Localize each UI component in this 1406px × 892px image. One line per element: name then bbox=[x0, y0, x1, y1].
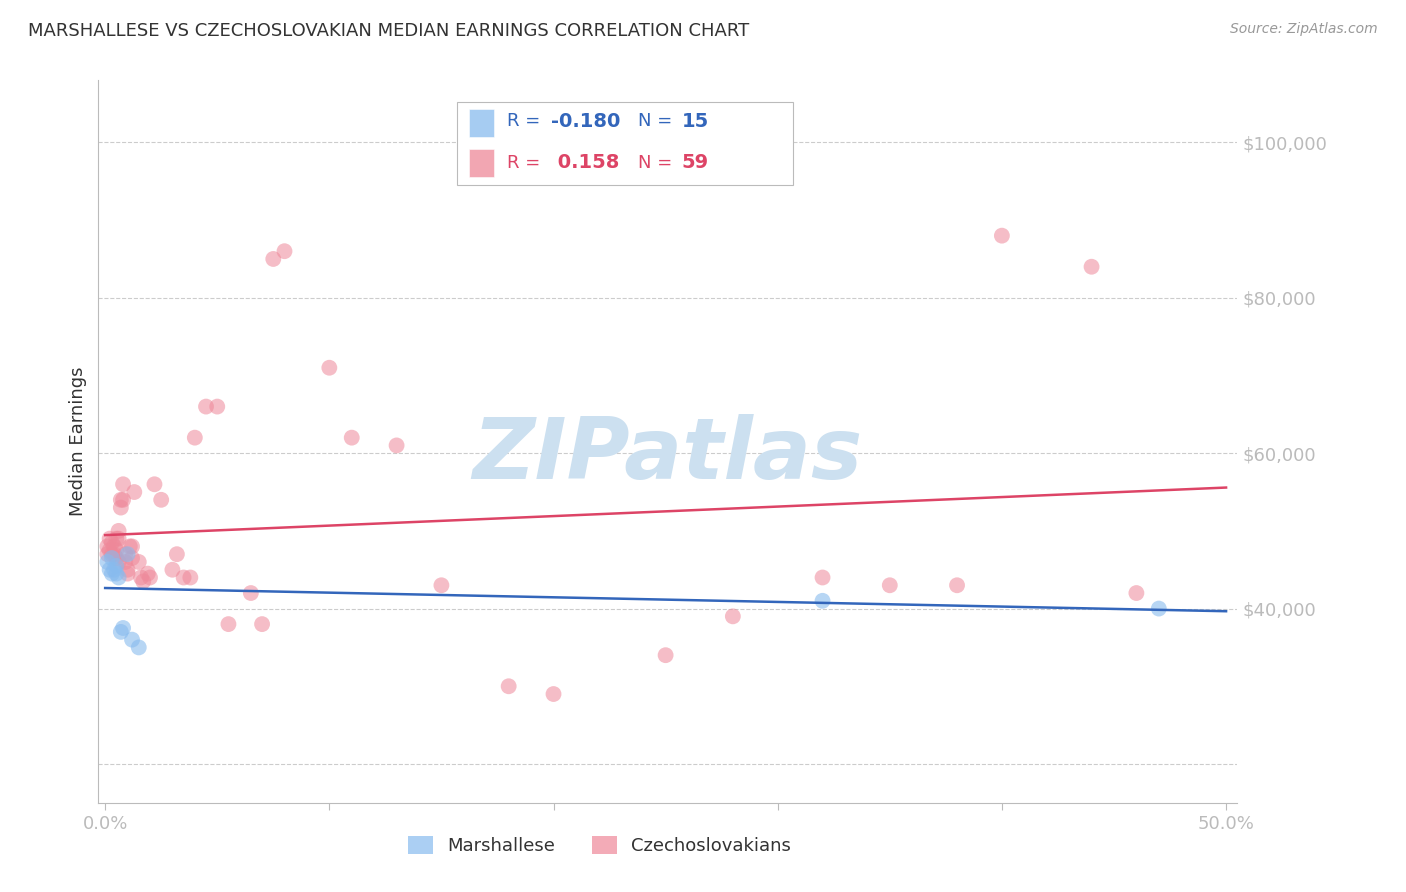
Point bbox=[128, 555, 150, 569]
Point bbox=[98, 532, 121, 546]
Point bbox=[340, 431, 363, 445]
Point bbox=[128, 640, 150, 655]
Point bbox=[1080, 260, 1102, 274]
Point bbox=[318, 360, 340, 375]
FancyBboxPatch shape bbox=[468, 149, 494, 177]
Point bbox=[105, 551, 128, 566]
Text: R =: R = bbox=[508, 112, 547, 130]
Point bbox=[117, 563, 139, 577]
Point bbox=[117, 547, 139, 561]
Point bbox=[207, 400, 229, 414]
Point bbox=[273, 244, 295, 259]
Point bbox=[121, 540, 143, 554]
Point bbox=[107, 570, 129, 584]
Point bbox=[124, 485, 146, 500]
Point bbox=[103, 563, 125, 577]
Point bbox=[105, 543, 128, 558]
Point bbox=[811, 570, 834, 584]
Point bbox=[262, 252, 284, 266]
Point bbox=[103, 547, 125, 561]
Point bbox=[114, 547, 136, 561]
Point bbox=[184, 431, 207, 445]
Text: Source: ZipAtlas.com: Source: ZipAtlas.com bbox=[1230, 22, 1378, 37]
Point bbox=[136, 566, 159, 581]
Point bbox=[1125, 586, 1147, 600]
Point bbox=[114, 555, 136, 569]
Point bbox=[162, 563, 184, 577]
Point bbox=[139, 570, 162, 584]
Point bbox=[166, 547, 188, 561]
Point bbox=[112, 492, 135, 507]
Point bbox=[129, 570, 152, 584]
Point bbox=[103, 540, 125, 554]
Point bbox=[105, 532, 128, 546]
Text: 15: 15 bbox=[682, 112, 709, 130]
Point bbox=[150, 492, 173, 507]
Point bbox=[132, 574, 155, 589]
Point bbox=[543, 687, 565, 701]
FancyBboxPatch shape bbox=[457, 102, 793, 185]
Point bbox=[811, 594, 834, 608]
Point bbox=[96, 555, 118, 569]
Text: R =: R = bbox=[508, 153, 553, 171]
Point bbox=[1147, 601, 1170, 615]
Point bbox=[654, 648, 676, 663]
Point bbox=[112, 477, 135, 491]
Point bbox=[105, 558, 128, 573]
Point bbox=[430, 578, 453, 592]
Point bbox=[385, 438, 408, 452]
Legend: Marshallese, Czechoslovakians: Marshallese, Czechoslovakians bbox=[401, 830, 799, 863]
Text: N =: N = bbox=[638, 153, 678, 171]
Point bbox=[498, 679, 520, 693]
Point bbox=[98, 543, 121, 558]
Point bbox=[217, 617, 239, 632]
Point bbox=[179, 570, 201, 584]
Point bbox=[96, 547, 118, 561]
Text: MARSHALLESE VS CZECHOSLOVAKIAN MEDIAN EARNINGS CORRELATION CHART: MARSHALLESE VS CZECHOSLOVAKIAN MEDIAN EA… bbox=[28, 22, 749, 40]
Point bbox=[239, 586, 262, 600]
Text: N =: N = bbox=[638, 112, 678, 130]
Point bbox=[250, 617, 273, 632]
Text: -0.180: -0.180 bbox=[551, 112, 620, 130]
Point bbox=[101, 547, 124, 561]
Point bbox=[101, 535, 124, 549]
FancyBboxPatch shape bbox=[468, 110, 494, 136]
Point bbox=[195, 400, 218, 414]
Point bbox=[107, 555, 129, 569]
Point bbox=[991, 228, 1014, 243]
Point bbox=[110, 500, 132, 515]
Point bbox=[121, 632, 143, 647]
Text: ZIPatlas: ZIPatlas bbox=[472, 415, 863, 498]
Point bbox=[946, 578, 969, 592]
Point bbox=[101, 551, 124, 566]
Point bbox=[117, 566, 139, 581]
Point bbox=[110, 492, 132, 507]
Point bbox=[118, 540, 141, 554]
Point bbox=[173, 570, 195, 584]
Point bbox=[721, 609, 744, 624]
Point bbox=[121, 551, 143, 566]
Point bbox=[110, 624, 132, 639]
Y-axis label: Median Earnings: Median Earnings bbox=[69, 367, 87, 516]
Point bbox=[112, 621, 135, 635]
Text: 59: 59 bbox=[682, 153, 709, 172]
Point bbox=[107, 532, 129, 546]
Point bbox=[101, 566, 124, 581]
Point bbox=[96, 540, 118, 554]
Point bbox=[143, 477, 166, 491]
Point bbox=[879, 578, 901, 592]
Point bbox=[105, 566, 128, 581]
Point bbox=[107, 524, 129, 538]
Point bbox=[98, 563, 121, 577]
Text: 0.158: 0.158 bbox=[551, 153, 619, 172]
